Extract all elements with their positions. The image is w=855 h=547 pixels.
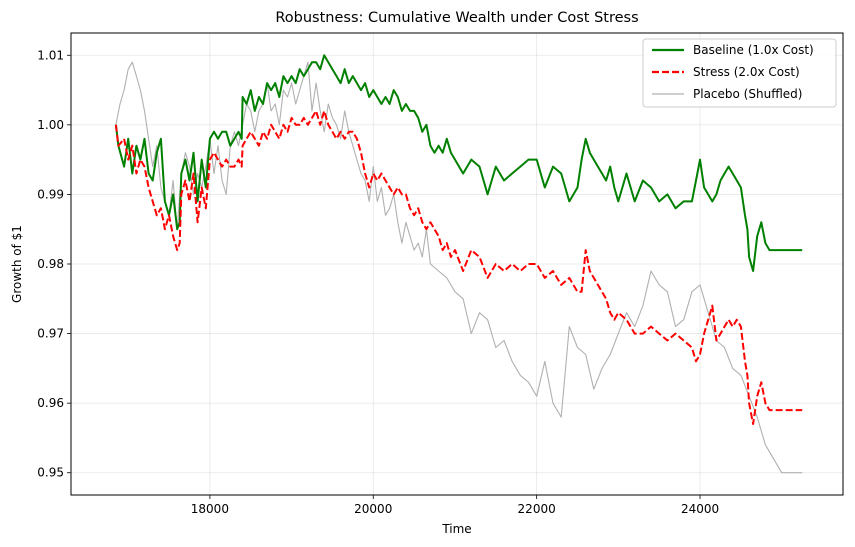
chart-title: Robustness: Cumulative Wealth under Cost…	[275, 10, 638, 26]
y-tick-label: 0.95	[37, 466, 64, 480]
y-tick-label: 0.96	[37, 396, 64, 410]
x-tick-label: 24000	[681, 502, 719, 516]
series-line-baseline	[114, 54, 803, 272]
series-layer	[114, 54, 803, 474]
legend: Baseline (1.0x Cost) Stress (2.0x Cost) …	[642, 38, 837, 108]
y-tick-label: 0.97	[37, 327, 64, 341]
x-axis-label: Time	[441, 522, 471, 536]
legend-label-placebo: Placebo (Shuffled)	[693, 87, 802, 101]
legend-box	[642, 38, 837, 108]
y-tick-label: 0.99	[37, 187, 64, 201]
x-axis: 18000 20000 22000 24000	[191, 495, 719, 516]
y-axis-label: Growth of $1	[10, 225, 24, 303]
x-tick-label: 22000	[518, 502, 556, 516]
y-tick-label: 0.98	[37, 257, 64, 271]
legend-label-stress: Stress (2.0x Cost)	[693, 65, 800, 79]
y-tick-label: 1.00	[37, 118, 64, 132]
y-axis: 0.95 0.96 0.97 0.98 0.99 1.00 1.01	[37, 48, 71, 480]
x-tick-label: 20000	[354, 502, 392, 516]
x-tick-label: 18000	[191, 502, 229, 516]
legend-label-baseline: Baseline (1.0x Cost)	[693, 43, 814, 57]
y-tick-label: 1.01	[37, 48, 64, 62]
series-line-stress	[114, 109, 803, 425]
